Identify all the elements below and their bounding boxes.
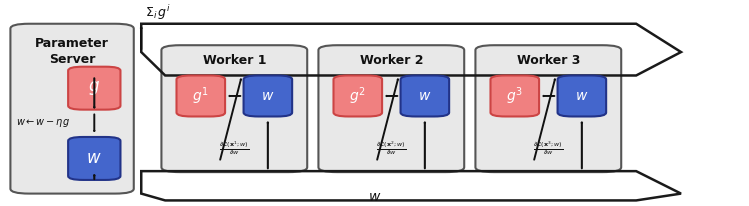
Text: $g^1$: $g^1$ (192, 85, 209, 107)
Text: Worker 1: Worker 1 (202, 54, 266, 67)
Text: $g$: $g$ (88, 79, 100, 97)
FancyBboxPatch shape (476, 45, 621, 172)
FancyBboxPatch shape (491, 75, 539, 116)
Text: $\frac{\partial \mathcal{L}(\mathbf{x}^2;w)}{\partial w}$: $\frac{\partial \mathcal{L}(\mathbf{x}^2… (376, 139, 407, 157)
FancyBboxPatch shape (333, 75, 382, 116)
Text: Parameter
Server: Parameter Server (35, 37, 109, 66)
Text: $w$: $w$ (261, 89, 275, 103)
FancyBboxPatch shape (68, 67, 121, 110)
FancyBboxPatch shape (68, 137, 121, 180)
Text: $w$: $w$ (575, 89, 589, 103)
FancyBboxPatch shape (557, 75, 606, 116)
FancyBboxPatch shape (162, 45, 307, 172)
Text: $w \leftarrow w - \eta g$: $w \leftarrow w - \eta g$ (16, 117, 70, 129)
Text: Worker 3: Worker 3 (517, 54, 580, 67)
Text: $\frac{\partial \mathcal{L}(\mathbf{x}^3;w)}{\partial w}$: $\frac{\partial \mathcal{L}(\mathbf{x}^3… (533, 139, 563, 157)
FancyBboxPatch shape (401, 75, 449, 116)
Text: $w$: $w$ (418, 89, 431, 103)
FancyBboxPatch shape (318, 45, 464, 172)
Text: $\Sigma_i\, g^i$: $\Sigma_i\, g^i$ (145, 3, 171, 22)
Text: $\frac{\partial \mathcal{L}(\mathbf{x}^1;w)}{\partial w}$: $\frac{\partial \mathcal{L}(\mathbf{x}^1… (219, 139, 249, 157)
Text: Worker 2: Worker 2 (360, 54, 423, 67)
Text: $g^3$: $g^3$ (506, 85, 524, 107)
FancyBboxPatch shape (177, 75, 225, 116)
FancyBboxPatch shape (10, 24, 134, 194)
Text: $w$: $w$ (368, 190, 381, 204)
Text: $w$: $w$ (86, 150, 102, 167)
FancyBboxPatch shape (243, 75, 292, 116)
Text: $g^2$: $g^2$ (350, 85, 366, 107)
